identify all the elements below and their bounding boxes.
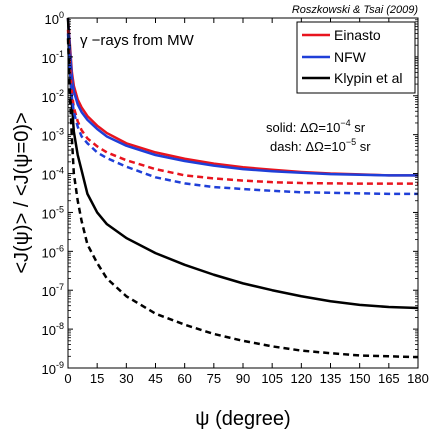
series-line-4 — [66, 33, 418, 196]
annotation-solid: solid: ΔΩ=10−4 sr — [266, 118, 366, 135]
y-tick-label: 10-8 — [42, 321, 64, 338]
legend: Einasto NFW Klypin et al — [296, 21, 416, 94]
x-tick-label: 75 — [207, 371, 221, 386]
annotation-dash-exponent: −5 — [346, 137, 356, 147]
series-line-3 — [66, 29, 418, 185]
y-tick-label: 10-5 — [42, 204, 64, 221]
legend-label-klypin: Klypin et al — [334, 70, 402, 86]
x-tick-label: 30 — [119, 371, 133, 386]
x-tick-label: 0 — [64, 371, 71, 386]
annotation-dash-unit: sr — [356, 139, 371, 154]
annotation-solid-exponent: −4 — [340, 118, 350, 128]
y-tick-label: 10-6 — [42, 243, 64, 260]
y-axis-ticks: 100 10-1 10-2 10-3 10-4 10-5 10-6 10-7 10-8 10-9 — [42, 10, 418, 377]
y-axis-label: <J(ψ)> / <J(ψ=0)> — [11, 112, 33, 273]
x-tick-label: 180 — [407, 371, 429, 386]
series-line-2 — [66, 17, 419, 310]
annotation-solid-unit: sr — [351, 120, 366, 135]
x-tick-label: 15 — [90, 371, 104, 386]
x-tick-label: 90 — [236, 371, 250, 386]
x-tick-label: 105 — [261, 371, 283, 386]
legend-label-einasto: Einasto — [334, 27, 381, 43]
y-tick-label: 10-7 — [42, 282, 64, 299]
y-tick-label: 100 — [45, 10, 64, 27]
y-tick-label: 10-4 — [42, 166, 64, 183]
credit-text: Roszkowski & Tsai (2009) — [292, 4, 418, 16]
y-tick-label: 10-1 — [42, 49, 64, 66]
x-axis-label: ψ (degree) — [195, 408, 290, 430]
x-tick-label: 150 — [349, 371, 371, 386]
series-line-1 — [66, 17, 418, 177]
x-axis-ticks: 0 15 30 45 60 75 90 105 120 135 150 165 180 — [64, 18, 429, 386]
y-tick-label: 10-2 — [42, 88, 64, 105]
annotation-solid-base: solid: ΔΩ=10 — [266, 120, 340, 135]
y-tick-label: 10-9 — [42, 360, 64, 377]
x-tick-label: 60 — [177, 371, 191, 386]
legend-label-nfw: NFW — [334, 49, 367, 65]
x-tick-label: 135 — [320, 371, 342, 386]
x-tick-label: 45 — [148, 371, 162, 386]
plot-content — [66, 17, 419, 359]
annotation-dash-base: dash: ΔΩ=10 — [270, 139, 346, 154]
annotation-dash: dash: ΔΩ=10−5 sr — [270, 137, 371, 154]
x-tick-label: 165 — [378, 371, 400, 386]
x-tick-label: 120 — [290, 371, 312, 386]
annotation-title: γ −rays from MW — [80, 32, 195, 49]
series-line-5 — [66, 38, 419, 359]
y-tick-label: 10-3 — [42, 127, 64, 144]
